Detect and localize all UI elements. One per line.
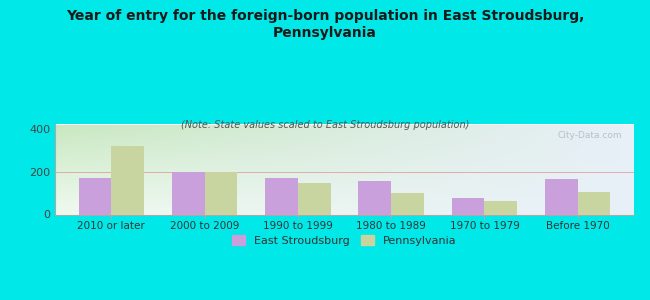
Bar (452, 198, 484, 214)
Bar (79, 178, 111, 214)
Bar (172, 172, 205, 214)
Legend: East Stroudsburg, Pennsylvania: East Stroudsburg, Pennsylvania (227, 231, 462, 250)
Bar (391, 193, 424, 214)
Text: Year of entry for the foreign-born population in East Stroudsburg,
Pennsylvania: Year of entry for the foreign-born popul… (66, 9, 584, 40)
Bar (111, 146, 144, 214)
Bar (578, 192, 610, 214)
Bar (359, 181, 391, 214)
Bar (484, 201, 517, 214)
Bar (298, 183, 330, 214)
Bar (545, 179, 578, 214)
Text: City-Data.com: City-Data.com (558, 131, 622, 140)
Bar (205, 172, 237, 214)
Bar (265, 178, 298, 214)
Text: (Note: State values scaled to East Stroudsburg population): (Note: State values scaled to East Strou… (181, 120, 469, 130)
